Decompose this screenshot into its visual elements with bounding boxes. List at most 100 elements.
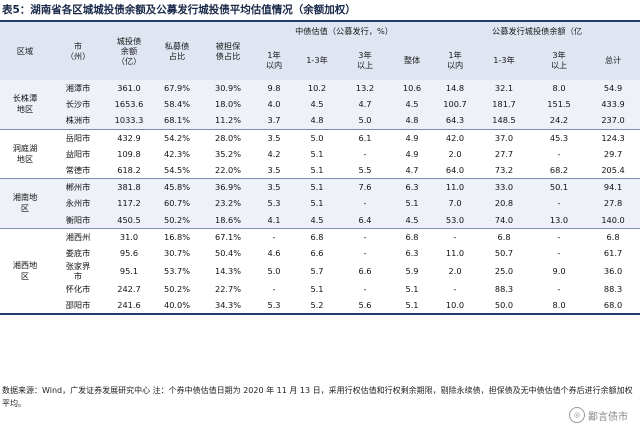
header-region: 区域 [0, 20, 50, 80]
value-cell: 25.0 [494, 266, 514, 277]
value-cell: 32.1 [476, 80, 533, 97]
value-cell: 30.9% [202, 80, 254, 97]
table-row: 张家界 市 95.1 53.7% 14.3% 5.0 5.7 6.6 5.9 2.0 25.0 9.… [0, 261, 640, 281]
value-cell: 3.5 [254, 161, 294, 180]
value-cell: 13.2 [340, 80, 390, 97]
value-cell: 36.9% [202, 178, 254, 196]
value-cell: 4.7 [340, 96, 390, 113]
value-cell: 23.2% [202, 195, 254, 212]
value-cell: 109.8 [117, 148, 141, 159]
value-cell: 73.2 [476, 161, 533, 180]
value-cell: 50.1 [532, 178, 587, 196]
value-cell: - [363, 284, 367, 295]
value-cell: 30.7% [163, 247, 190, 258]
table-row: 娄底市 95.6 30.7% 50.4% 4.6 6.6 - 6.3 11.0 50.7 - 61.7 [0, 245, 640, 261]
value-cell: 24.2 [532, 112, 587, 130]
value-cell: - [557, 247, 561, 258]
value-cell: - [340, 195, 390, 212]
value-cell: 8.0 [532, 297, 587, 316]
value-cell: 5.1 [294, 161, 340, 180]
city-cell: 株洲市 [50, 112, 106, 130]
header-valuation-3: 整体 [390, 40, 435, 80]
value-cell: 60.7% [152, 195, 202, 212]
value-cell: - [453, 284, 457, 295]
table-row: 永州市 117.2 60.7% 23.2% 5.3 5.1-5.1 7.0 20.8-27.8 [0, 195, 640, 212]
value-cell: 68.1% [152, 112, 202, 130]
value-cell: 8.0 [532, 80, 587, 97]
value-cell: 432.9 [117, 132, 141, 143]
region-cell: 湘南地 区 [0, 178, 50, 229]
city-cell: 益阳市 [65, 148, 91, 159]
value-cell: 64.3 [434, 112, 477, 130]
value-cell: - [532, 195, 587, 212]
value-cell: 42.0 [445, 132, 465, 143]
value-cell: 2.0 [448, 148, 462, 159]
value-cell: 13.0 [532, 211, 587, 229]
value-cell: 6.4 [340, 211, 390, 229]
value-cell: 28.0% [214, 132, 241, 143]
value-cell: 117.2 [106, 195, 152, 212]
value-cell: 11.2% [202, 112, 254, 130]
value-cell: 22.7% [214, 284, 241, 295]
value-cell: 4.6 [267, 247, 281, 258]
value-cell: 94.1 [586, 178, 640, 196]
value-cell: 6.3 [405, 247, 419, 258]
table-row: 衡阳市 450.5 50.2% 18.6% 4.1 4.5 6.4 4.5 53.0 74.0 13… [0, 211, 640, 229]
value-cell: 6.8 [310, 231, 324, 242]
value-cell: 50.2% [163, 284, 190, 295]
value-cell: 68.0 [586, 297, 640, 316]
value-cell: 53.7% [163, 266, 190, 277]
value-cell: 6.3 [390, 178, 435, 196]
value-cell: 3.5 [254, 178, 294, 196]
value-cell: 5.0 [267, 266, 281, 277]
value-cell: 5.5 [340, 161, 390, 180]
value-cell: 54.5% [152, 161, 202, 180]
value-cell: 6.8 [497, 231, 511, 242]
value-cell: 2.0 [448, 266, 462, 277]
table-title: 表5：湖南省各区城城投债余额及公募发行城投债平均估值情况（余额加权） [2, 4, 356, 16]
region-cell: 湘西地 区 [0, 228, 50, 316]
value-cell: 14.8 [434, 80, 477, 97]
table-row: 益阳市 109.8 42.3% 35.2% 4.2 5.1 - 4.9 2.0 27.7 - 29.7 [0, 146, 640, 162]
table-row: 长沙市 1653.6 58.4% 18.0% 4.0 4.5 4.7 4.5 100.7 181.… [0, 96, 640, 113]
value-cell: 95.1 [119, 266, 139, 277]
table-row: 洞庭湖 地区 岳阳市 432.9 54.2% 28.0% 3.5 5.0 6.1 4.9 42.0… [0, 129, 640, 180]
value-cell: 11.0 [445, 247, 465, 258]
value-cell: - [363, 247, 367, 258]
region-cell: 洞庭湖 地区 [0, 129, 50, 180]
value-cell: 6.6 [358, 266, 372, 277]
wechat-icon: ◎ [569, 407, 585, 423]
watermark-text: 鄙言债市 [588, 411, 628, 423]
value-cell: 61.7 [603, 247, 623, 258]
value-cell: 54.9 [586, 80, 640, 97]
table-row: 怀化市 242.7 50.2% 22.7% - 5.1 - 5.1 - 88.3 - 88.3 [0, 281, 640, 297]
value-cell: 4.8 [294, 112, 340, 130]
city-cell: 湘西州 [65, 231, 91, 242]
value-cell: 241.6 [106, 297, 152, 316]
value-cell: - [453, 231, 457, 242]
value-cell: 31.0 [119, 231, 139, 242]
value-cell: 29.7 [603, 148, 623, 159]
value-cell: 50.7 [494, 247, 514, 258]
city-cell: 张家界 市 [65, 261, 91, 282]
footnote: 数据来源：Wind，广发证券发展研究中心 注：个券中债估值日期为 2020 年 … [2, 386, 633, 408]
value-cell: 36.0 [603, 266, 623, 277]
value-cell: - [363, 231, 367, 242]
table-row: 长株潭 地区 湘潭市 361.0 67.9% 30.9% 9.8 10.2 13.2 10.6 1… [0, 80, 640, 130]
value-cell: 4.5 [390, 211, 435, 229]
value-cell: 27.7 [494, 148, 514, 159]
value-cell: 5.7 [310, 266, 324, 277]
value-cell: 7.0 [434, 195, 477, 212]
value-cell: 148.5 [476, 112, 533, 130]
header-valuation-group: 中债估值（公募发行，%） [254, 20, 435, 40]
value-cell: 4.1 [254, 211, 294, 229]
value-cell: 67.1% [214, 231, 241, 242]
value-cell: 10.2 [294, 80, 340, 97]
header-balance-group: 公募发行城投债余额（亿 [434, 20, 640, 40]
value-cell: 1653.6 [106, 96, 152, 113]
value-cell: 58.4% [152, 96, 202, 113]
value-cell: 74.0 [476, 211, 533, 229]
value-cell: 5.1 [405, 284, 419, 295]
city-cell: 衡阳市 [50, 211, 106, 229]
value-cell: 1033.3 [106, 112, 152, 130]
